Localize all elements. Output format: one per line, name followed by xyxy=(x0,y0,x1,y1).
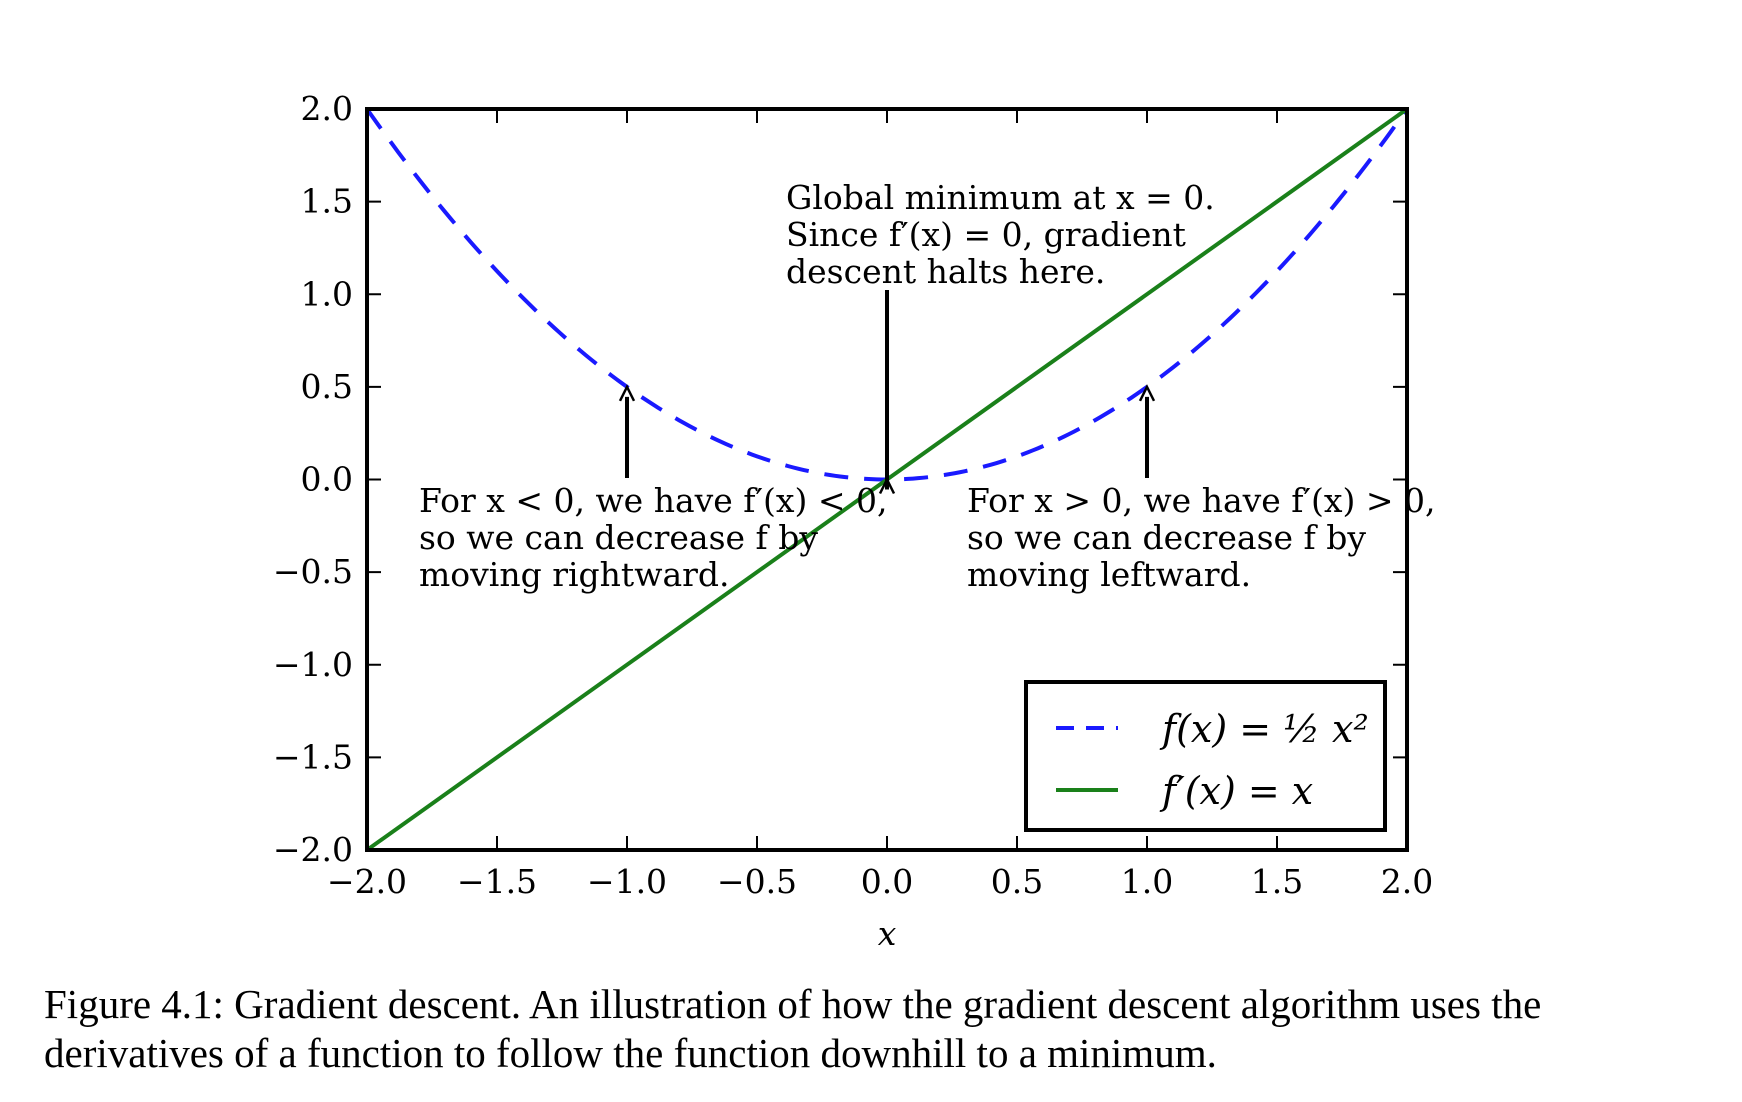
x-tick-label: 0.0 xyxy=(861,862,913,901)
x-tick-label: 1.5 xyxy=(1251,862,1303,901)
x-tick-label: 0.5 xyxy=(991,862,1043,901)
x-tick-label: −0.5 xyxy=(717,862,797,901)
annotation-text-line: moving leftward. xyxy=(967,555,1251,594)
annotation-layer: Global minimum at x = 0.Since f′(x) = 0,… xyxy=(419,178,1435,594)
annotation-text-line: For x > 0, we have f′(x) > 0, xyxy=(967,481,1435,520)
annotation-text-line: Since f′(x) = 0, gradient xyxy=(786,215,1186,254)
annotation-text-line: so we can decrease f by xyxy=(967,518,1366,557)
y-tick-label: 1.5 xyxy=(301,182,353,221)
annotation-text-line: so we can decrease f by xyxy=(419,518,818,557)
y-tick-label: −2.0 xyxy=(273,830,353,869)
legend-box xyxy=(1024,680,1387,832)
figure-caption: Figure 4.1: Gradient descent. An illustr… xyxy=(44,981,1542,1076)
annotation-text-line: moving rightward. xyxy=(419,555,730,594)
x-tick-label: 1.0 xyxy=(1121,862,1173,901)
legend-label-fprime: f′(x) = x xyxy=(1159,769,1313,813)
annotation-text-line: For x < 0, we have f′(x) < 0, xyxy=(419,481,887,520)
y-tick-labels: 2.0 1.5 1.0 0.5 0.0 −0.5 −1.0 −1.5 −2.0 xyxy=(273,89,353,869)
x-tick-label: −1.0 xyxy=(587,862,667,901)
y-tick-label: 1.0 xyxy=(301,274,353,313)
annotation-text-line: descent halts here. xyxy=(786,252,1105,291)
y-tick-label: 2.0 xyxy=(301,89,353,128)
y-tick-label: −1.0 xyxy=(273,645,353,684)
x-tick-label: −1.5 xyxy=(457,862,537,901)
annotation-arrow-head xyxy=(618,384,636,402)
annotation-arrow-head xyxy=(1138,384,1156,402)
y-tick-label: −0.5 xyxy=(273,552,353,591)
y-tick-label: −1.5 xyxy=(273,737,353,776)
annotation-text-line: Global minimum at x = 0. xyxy=(786,178,1215,217)
legend: f(x) = ½ x² f′(x) = x xyxy=(1024,680,1387,832)
gradient-descent-chart: 2.0 1.5 1.0 0.5 0.0 −0.5 −1.0 −1.5 −2.0 −2.0 −1.5… xyxy=(273,89,1436,953)
y-tick-label: 0.5 xyxy=(301,367,353,406)
annotation-arrow-head xyxy=(878,476,896,495)
x-tick-label: 2.0 xyxy=(1381,862,1433,901)
x-tick-label: −2.0 xyxy=(327,862,407,901)
plot-frame xyxy=(365,107,1409,852)
legend-label-f: f(x) = ½ x² xyxy=(1159,707,1369,751)
y-tick-label: 0.0 xyxy=(301,460,353,499)
x-tick-labels: −2.0 −1.5 −1.0 −0.5 0.0 0.5 1.0 1.5 2.0 xyxy=(327,862,1433,901)
x-axis-label: x xyxy=(878,914,897,953)
